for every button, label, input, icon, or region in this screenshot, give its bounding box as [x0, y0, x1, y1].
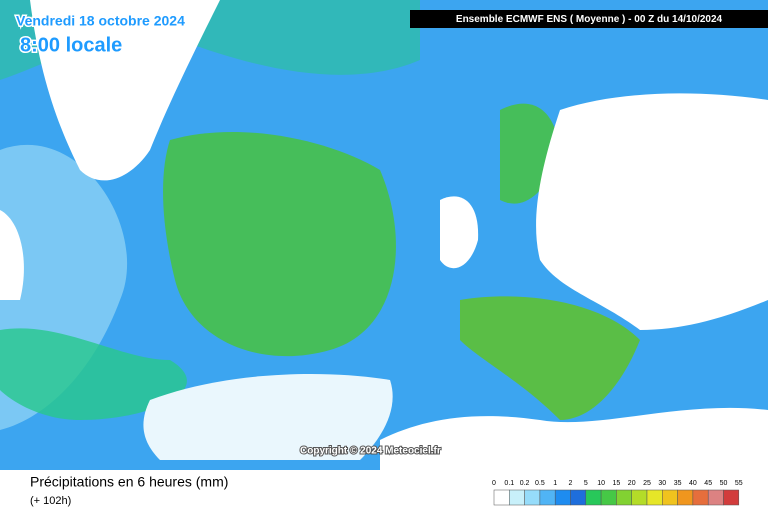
legend-swatch — [677, 489, 694, 506]
legend-swatch — [524, 489, 541, 506]
model-run: Ensemble ECMWF ENS ( Moyenne ) - 00 Z du… — [456, 14, 723, 25]
legend-swatch — [646, 489, 663, 506]
legend-label: 15 — [613, 480, 621, 487]
legend: 0 0.1 0.2 0.5 1 2 5 10 15 20 25 30 35 40 45 50 55 — [492, 480, 743, 506]
header-box — [410, 10, 768, 28]
legend-swatch — [631, 489, 648, 506]
legend-label: 35 — [674, 480, 682, 487]
legend-label: 25 — [643, 480, 651, 487]
legend-swatch — [585, 489, 602, 506]
legend-label: 5 — [584, 480, 588, 487]
footer-title: Précipitations en 6 heures (mm) — [30, 474, 228, 490]
legend-label: 0.1 — [504, 480, 514, 487]
date: Vendredi 18 octobre 2024 — [16, 13, 185, 29]
legend-swatch — [570, 489, 587, 506]
legend-label: 40 — [689, 480, 697, 487]
copyright: Copyright © 2024 Meteociel.fr — [300, 446, 441, 457]
legend-swatch — [707, 489, 724, 506]
legend-swatch — [692, 489, 709, 506]
legend-swatch — [662, 489, 678, 506]
legend-label: 1 — [553, 480, 557, 487]
legend-label: 45 — [704, 480, 712, 487]
legend-label: 0.5 — [535, 480, 545, 487]
map — [0, 0, 768, 470]
legend-label: 30 — [658, 480, 666, 487]
legend-swatch — [493, 489, 510, 506]
legend-label: 2 — [569, 480, 573, 487]
legend-swatch — [554, 489, 571, 506]
legend-label: 55 — [735, 480, 743, 487]
legend-swatch — [616, 489, 632, 506]
legend-swatch — [539, 489, 556, 506]
legend-label: 50 — [720, 480, 728, 487]
legend-label: 20 — [628, 480, 636, 487]
legend-swatch — [600, 489, 617, 506]
legend-swatch — [509, 489, 525, 506]
legend-swatch — [723, 489, 740, 506]
legend-label: 0.2 — [520, 480, 530, 487]
lead-time: (+ 102h) — [30, 495, 71, 507]
legend-label: 10 — [597, 480, 605, 487]
time: 8:00 locale — [20, 34, 122, 56]
legend-label: 0 — [492, 480, 496, 487]
